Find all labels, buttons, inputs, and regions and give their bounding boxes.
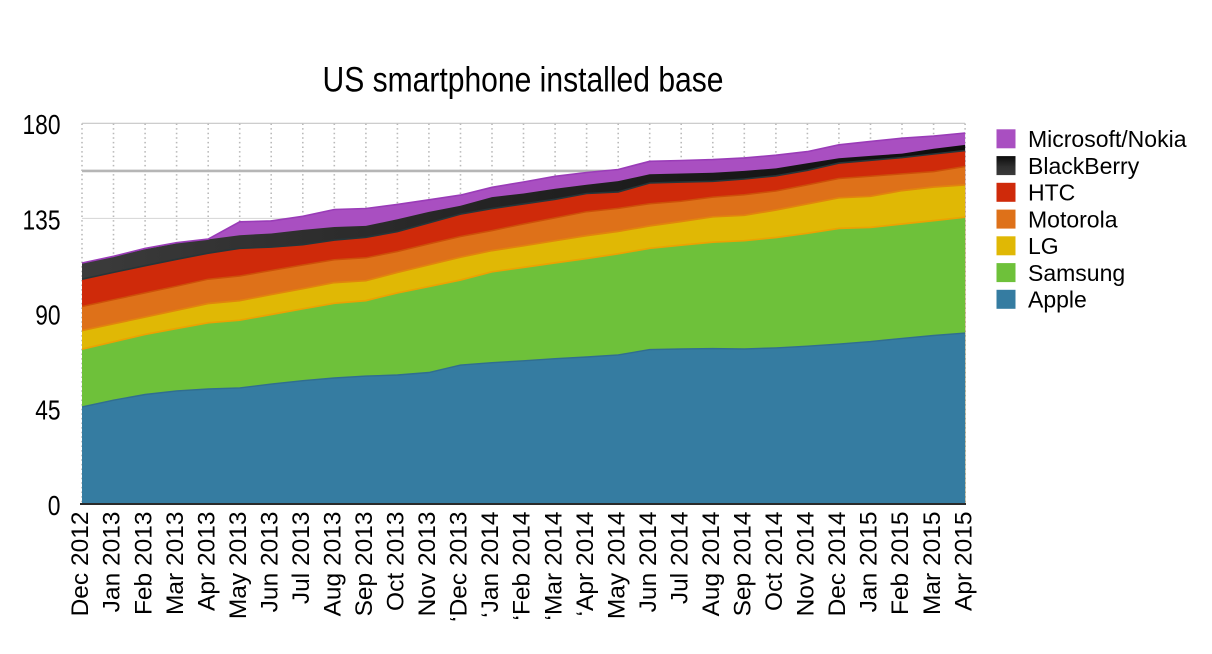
svg-text:Oct 2013: Oct 2013 xyxy=(383,512,410,611)
svg-text:‘Apr 2014: ‘Apr 2014 xyxy=(572,512,599,617)
svg-text:Feb 2013: Feb 2013 xyxy=(130,512,157,616)
svg-text:Apr 2013: Apr 2013 xyxy=(193,512,220,611)
svg-text:Jun 2013: Jun 2013 xyxy=(256,512,283,613)
svg-text:Feb 2015: Feb 2015 xyxy=(887,512,914,616)
svg-text:BlackBerry: BlackBerry xyxy=(1028,153,1140,179)
svg-text:Jan 2013: Jan 2013 xyxy=(99,512,126,613)
svg-text:90: 90 xyxy=(35,300,60,331)
svg-text:‘Mar 2014: ‘Mar 2014 xyxy=(540,512,567,621)
svg-text:Aug 2013: Aug 2013 xyxy=(320,512,347,617)
svg-text:Sep 2013: Sep 2013 xyxy=(351,512,378,617)
svg-text:Apple: Apple xyxy=(1028,287,1087,313)
svg-text:45: 45 xyxy=(35,395,60,426)
svg-text:Mar 2013: Mar 2013 xyxy=(162,512,189,616)
svg-text:Dec 2012: Dec 2012 xyxy=(67,512,94,617)
svg-text:US smartphone installed base: US smartphone installed base xyxy=(323,60,724,99)
svg-text:Jan 2015: Jan 2015 xyxy=(856,512,883,613)
svg-text:Motorola: Motorola xyxy=(1028,206,1118,232)
svg-text:‘Dec 2013: ‘Dec 2013 xyxy=(446,512,473,622)
svg-text:Nov 2014: Nov 2014 xyxy=(793,512,820,617)
svg-text:‘Jan 2014: ‘Jan 2014 xyxy=(477,512,504,618)
svg-text:0: 0 xyxy=(48,490,61,521)
svg-text:Oct 2014: Oct 2014 xyxy=(761,512,788,611)
svg-text:LG: LG xyxy=(1028,233,1059,259)
svg-text:Jul 2014: Jul 2014 xyxy=(666,512,693,605)
svg-text:May 2014: May 2014 xyxy=(603,512,630,620)
svg-text:Dec 2014: Dec 2014 xyxy=(824,512,851,617)
svg-text:Apr 2015: Apr 2015 xyxy=(950,512,977,611)
svg-text:‘Feb 2014: ‘Feb 2014 xyxy=(509,512,536,621)
svg-text:Samsung: Samsung xyxy=(1028,260,1125,286)
svg-text:Microsoft/Nokia: Microsoft/Nokia xyxy=(1028,126,1187,152)
svg-text:Sep 2014: Sep 2014 xyxy=(730,512,757,617)
svg-text:May 2013: May 2013 xyxy=(225,512,252,620)
svg-text:Jun 2014: Jun 2014 xyxy=(635,512,662,613)
svg-text:Mar 2015: Mar 2015 xyxy=(919,512,946,616)
svg-text:Nov 2013: Nov 2013 xyxy=(414,512,441,617)
svg-text:Aug 2014: Aug 2014 xyxy=(698,512,725,617)
svg-text:HTC: HTC xyxy=(1028,180,1075,206)
svg-text:Jul 2013: Jul 2013 xyxy=(288,512,315,605)
svg-text:180: 180 xyxy=(23,109,61,140)
svg-text:135: 135 xyxy=(23,204,61,235)
